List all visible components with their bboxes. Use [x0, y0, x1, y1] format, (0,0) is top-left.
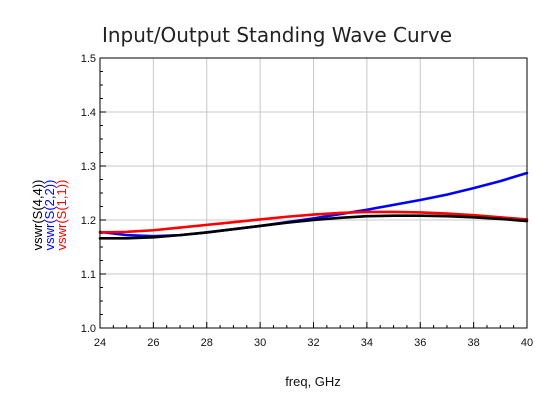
y-tick-label: 1.0	[81, 323, 96, 335]
y-tick-label: 1.1	[81, 269, 96, 281]
y-tick-label: 1.2	[81, 215, 96, 227]
y-tick-label: 1.3	[81, 161, 96, 173]
y-tick-label: 1.5	[81, 53, 96, 65]
axis-ticks	[99, 57, 528, 329]
y-axis-series-labels: vswr(S(4,4))vswr(S(2,2))vswr(S(1,1))	[30, 180, 69, 251]
series-line-vswr-s-1-1	[98, 210, 529, 234]
series-label: vswr(S(2,2))	[42, 180, 57, 251]
x-tick-label: 24	[94, 337, 106, 349]
x-tick-label: 38	[468, 337, 480, 349]
y-tick-label: 1.4	[81, 107, 96, 119]
series-label: vswr(S(4,4))	[30, 180, 45, 251]
plot-frame	[99, 57, 528, 329]
x-tick-labels: 24 26 28 30 32 34 36 38 40	[94, 337, 533, 349]
x-tick-label: 34	[361, 337, 373, 349]
x-tick-label: 40	[521, 337, 533, 349]
x-tick-label: 32	[307, 337, 319, 349]
series-label: vswr(S(1,1))	[54, 180, 69, 251]
series-lines	[98, 171, 529, 240]
x-tick-label: 30	[254, 337, 266, 349]
x-tick-label: 26	[147, 337, 159, 349]
y-tick-labels: 1.0 1.1 1.2 1.3 1.4 1.5	[81, 53, 96, 335]
grid	[99, 57, 528, 329]
series-line-vswr-s-4-4	[98, 214, 529, 240]
chart-title: Input/Output Standing Wave Curve	[102, 23, 452, 47]
x-tick-label: 36	[414, 337, 426, 349]
x-tick-label: 28	[201, 337, 213, 349]
x-axis-label: freq, GHz	[285, 374, 341, 389]
